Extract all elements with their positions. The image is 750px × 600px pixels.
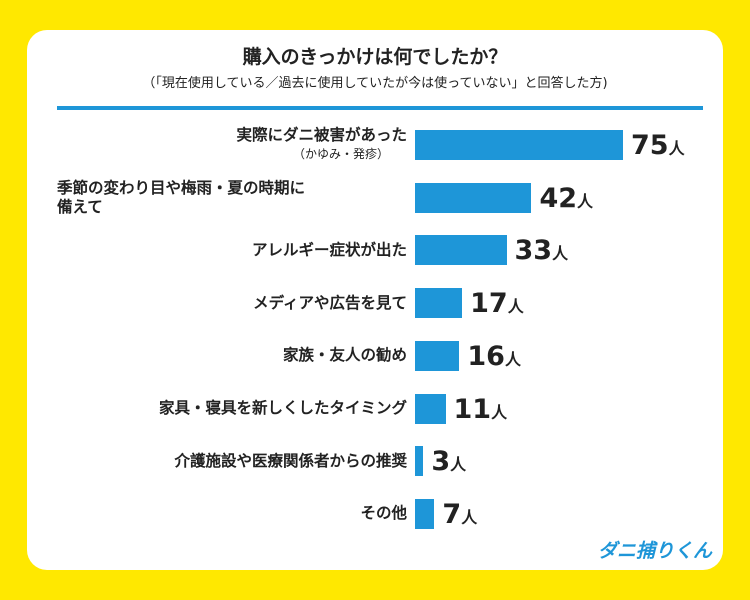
chart-card: [27, 30, 723, 570]
data-label: 3人: [431, 447, 466, 480]
category-label-text: 季節の変わり目や梅雨・夏の時期に 備えて: [57, 178, 306, 216]
data-value: 33: [514, 235, 553, 267]
data-label: 42人: [539, 182, 594, 217]
data-unit: 人: [461, 507, 478, 527]
brand-logo: ダニ捕りくん: [598, 540, 713, 562]
bar: [415, 288, 463, 319]
data-unit: 人: [552, 244, 569, 264]
bar: [415, 235, 507, 266]
data-unit: 人: [668, 139, 685, 158]
bar: [415, 182, 532, 213]
data-value: 42: [539, 182, 578, 214]
category-label: 実際にダニ被害があった （かゆみ・発疹）: [236, 126, 407, 164]
category-label: その他: [360, 504, 407, 523]
title-divider: [57, 106, 703, 110]
data-label: 11人: [453, 393, 508, 428]
data-unit: 人: [504, 349, 521, 369]
category-label-text: 実際にダニ被害があった: [236, 126, 407, 144]
data-value: 7: [442, 498, 462, 530]
data-value: 75: [631, 130, 669, 161]
chart-subtitle: （「現在使用している／過去に使用していたが今は使っていない」と回答した方): [142, 76, 608, 91]
data-unit: 人: [577, 191, 594, 211]
bar: [415, 446, 424, 477]
data-label: 75人: [631, 131, 685, 164]
bar: [415, 340, 460, 371]
category-label-text: その他: [360, 504, 407, 523]
data-label: 16人: [467, 340, 521, 375]
data-label: 17人: [470, 289, 524, 322]
data-value: 16: [467, 340, 505, 372]
chart-title: 購入のきっかけは何でしたか？: [242, 46, 508, 68]
category-label: 介護施設や医療関係者からの推奨: [174, 452, 407, 471]
category-label: メディアや広告を見て: [253, 294, 407, 313]
data-label: 7人: [442, 498, 478, 533]
data-unit: 人: [507, 297, 524, 317]
bar: [415, 498, 435, 529]
category-label: 季節の変わり目や梅雨・夏の時期に 備えて: [57, 179, 305, 217]
category-label: アレルギー症状が出た: [252, 241, 407, 260]
category-sublabel: （かゆみ・発疹）: [292, 147, 389, 161]
data-unit: 人: [450, 455, 467, 475]
category-label: 家族・友人の勧め: [283, 346, 407, 365]
data-value: 3: [431, 446, 451, 478]
data-label: 33人: [515, 236, 569, 269]
category-label-text: アレルギー症状が出た: [251, 240, 407, 259]
category-label-text: 家具・寝具を新しくしたタイミング: [158, 399, 407, 417]
bar: [415, 130, 623, 160]
category-label-text: メディアや広告を見て: [253, 293, 407, 312]
bar: [415, 393, 446, 424]
data-value: 17: [470, 288, 508, 320]
data-value: 11: [453, 393, 492, 425]
category-label-text: 介護施設や医療関係者からの推奨: [174, 451, 407, 470]
category-label: 家具・寝具を新しくしたタイミング: [159, 399, 407, 418]
data-unit: 人: [491, 402, 508, 422]
category-label-text: 家族・友人の勧め: [282, 346, 407, 365]
